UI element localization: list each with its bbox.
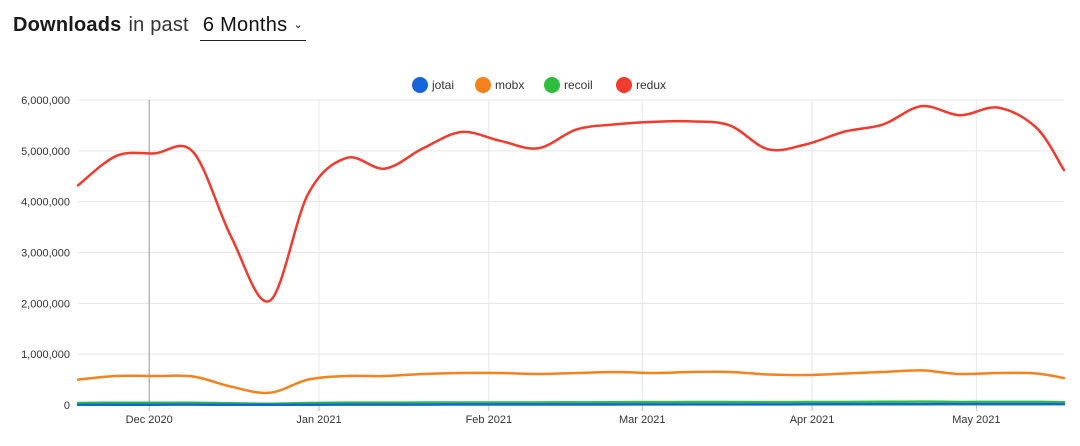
y-tick-label: 4,000,000 bbox=[21, 197, 70, 209]
x-tick-label: Dec 2020 bbox=[126, 414, 173, 426]
x-tick-label: Apr 2021 bbox=[790, 414, 835, 426]
legend-item-mobx[interactable]: mobx bbox=[475, 77, 524, 93]
series-lines bbox=[76, 104, 1066, 407]
series-line-recoil bbox=[76, 400, 1066, 405]
legend-item-recoil[interactable]: recoil bbox=[544, 77, 593, 93]
series-line-mobx bbox=[76, 369, 1066, 395]
legend-label: mobx bbox=[495, 78, 524, 92]
range-select[interactable]: 6 Months ⌄ bbox=[199, 14, 307, 41]
chart-header: Downloads in past 6 Months ⌄ bbox=[13, 14, 307, 48]
series-line-jotai bbox=[76, 402, 1066, 407]
grid-lines bbox=[78, 99, 1064, 406]
legend-swatch bbox=[475, 77, 491, 93]
series-line-redux bbox=[76, 104, 1066, 303]
legend-item-jotai[interactable]: jotai bbox=[412, 77, 454, 93]
chart-subtitle: in past bbox=[128, 14, 189, 36]
chevron-down-icon: ⌄ bbox=[293, 19, 304, 31]
y-tick-label: 5,000,000 bbox=[21, 146, 70, 158]
legend-label: jotai bbox=[431, 78, 454, 92]
x-axis: Dec 2020 Jan 2021 Feb 2021 Mar 2021 Apr 2021… bbox=[126, 405, 1001, 426]
y-tick-label: 6,000,000 bbox=[21, 95, 70, 107]
y-axis: 0 1,000,000 2,000,000 3,000,000 4,000,000 5,0… bbox=[21, 95, 70, 412]
legend-label: recoil bbox=[564, 78, 593, 92]
x-tick-label: Jan 2021 bbox=[296, 414, 341, 426]
legend-swatch bbox=[544, 77, 560, 93]
range-select-value: 6 Months bbox=[202, 14, 288, 36]
y-tick-label: 3,000,000 bbox=[21, 248, 70, 260]
x-tick-label: Feb 2021 bbox=[466, 414, 512, 426]
legend-label: redux bbox=[636, 78, 666, 92]
y-tick-label: 0 bbox=[64, 400, 70, 412]
y-tick-label: 2,000,000 bbox=[21, 298, 70, 310]
y-tick-label: 1,000,000 bbox=[21, 349, 70, 361]
legend-swatch bbox=[412, 77, 428, 93]
legend: jotai mobx recoil redux bbox=[412, 77, 666, 93]
legend-swatch bbox=[616, 77, 632, 93]
legend-item-redux[interactable]: redux bbox=[616, 77, 666, 93]
chart-title: Downloads bbox=[13, 14, 122, 36]
x-tick-label: May 2021 bbox=[952, 414, 1000, 426]
x-tick-label: Mar 2021 bbox=[619, 414, 665, 426]
